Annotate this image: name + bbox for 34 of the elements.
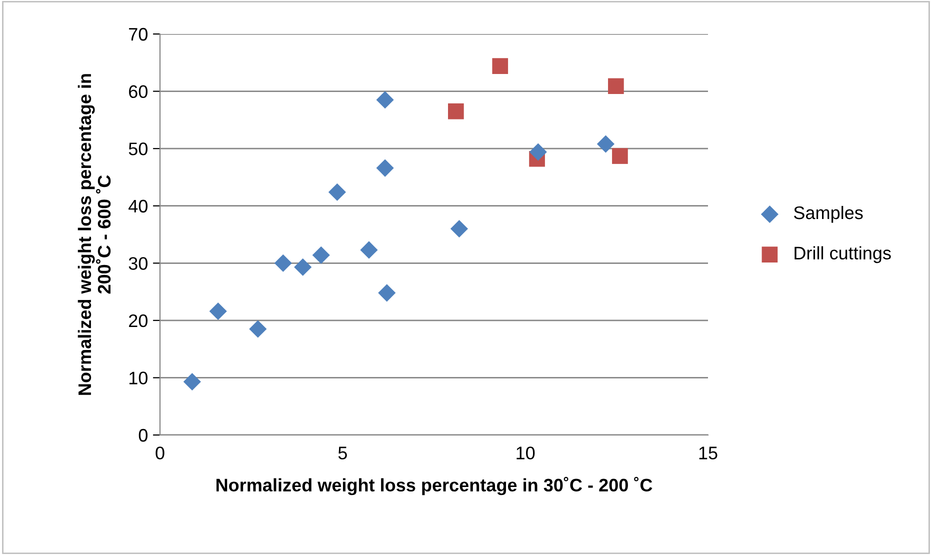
- point: [376, 159, 394, 177]
- y-tick-label: 50: [128, 142, 148, 156]
- point: [376, 91, 394, 109]
- legend-label: Drill cuttings: [794, 246, 891, 264]
- x-tick-label: 15: [699, 446, 718, 460]
- x-axis-title: Normalized weight loss percentage in 30˚C - 200 ˚C: [216, 476, 652, 496]
- point: [529, 143, 547, 161]
- point: [209, 302, 227, 320]
- point: [450, 220, 468, 238]
- y-tick-label: 60: [129, 85, 148, 98]
- legend-label: Samples: [794, 206, 863, 223]
- point: [328, 183, 346, 201]
- point: [274, 254, 292, 272]
- x-tick-label: 0: [156, 446, 164, 460]
- point: [448, 103, 464, 120]
- point: [360, 241, 378, 259]
- y-tick-label: 70: [129, 28, 148, 41]
- y-tick-label: 20: [129, 314, 148, 328]
- y-tick-label: 10: [129, 372, 148, 384]
- x-tick-label: 5: [338, 446, 347, 460]
- y-tick-label: 40: [128, 200, 148, 213]
- y-tick-label: 30: [128, 257, 148, 270]
- point: [596, 135, 614, 153]
- point: [612, 148, 628, 164]
- point: [492, 58, 508, 74]
- y-tick-label: 0: [138, 428, 148, 442]
- point: [378, 284, 396, 302]
- point: [183, 372, 201, 391]
- point: [294, 258, 312, 276]
- y-axis-title: Normalized weight loss percentage in 200˚C - 600 ˚C: [78, 74, 111, 395]
- point: [608, 78, 624, 94]
- x-tick-label: 10: [516, 446, 535, 460]
- point: [249, 320, 267, 338]
- point: [312, 246, 330, 264]
